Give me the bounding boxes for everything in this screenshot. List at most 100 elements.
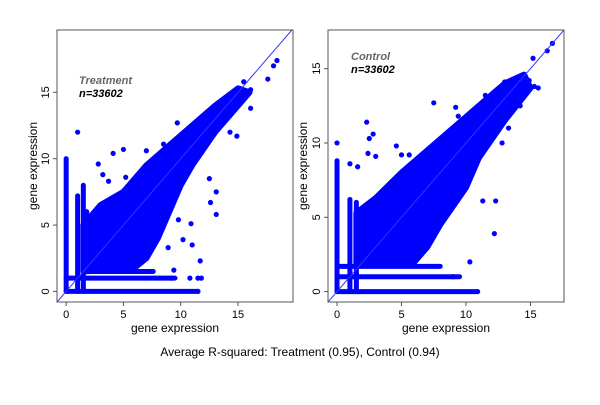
plot-frame	[56, 29, 294, 303]
x-tick-label: 0	[334, 309, 340, 321]
data-point	[355, 164, 361, 170]
data-point	[270, 63, 277, 69]
y-tick-label: 15	[311, 63, 323, 75]
data-point	[505, 125, 512, 131]
x-tick-label: 10	[175, 309, 187, 321]
x-tick-label: 5	[120, 309, 126, 321]
data-point	[347, 161, 353, 167]
x-tick-label: 15	[232, 309, 244, 321]
dense-point-cloud	[80, 85, 253, 275]
data-point	[187, 275, 193, 281]
data-point	[455, 113, 461, 119]
y-axis-label: gene expression	[296, 122, 310, 210]
data-point	[517, 103, 523, 109]
data-point	[544, 48, 550, 54]
data-point	[365, 150, 371, 156]
data-point	[197, 116, 203, 122]
data-point	[474, 288, 481, 295]
sample-size-label: n=33602	[79, 88, 123, 100]
data-point	[248, 105, 254, 111]
data-point	[213, 211, 219, 218]
data-point	[100, 172, 106, 178]
group-label: Control	[351, 51, 391, 63]
plot-area	[57, 30, 293, 302]
group-label: Treatment	[79, 75, 133, 87]
data-point	[526, 77, 532, 84]
data-point	[370, 131, 376, 137]
data-point	[274, 57, 280, 64]
data-point	[189, 242, 195, 248]
data-point	[123, 174, 129, 180]
data-point	[248, 87, 254, 93]
y-tick-label: 0	[311, 289, 323, 295]
x-axis-label: gene expression	[402, 321, 490, 335]
y-tick-label: 10	[311, 137, 323, 149]
control-panel: 0 5 10 15 0 5 10 15 gene expression gene expressi…	[296, 29, 565, 335]
data-point	[227, 129, 233, 135]
treatment-panel: 0 5 10 15 0 5 10 15 gene expression gene expressi…	[26, 29, 294, 335]
y-tick-label: 15	[40, 86, 52, 98]
data-point	[213, 189, 219, 195]
data-point	[398, 152, 405, 158]
data-point	[160, 141, 167, 147]
data-point	[366, 135, 372, 142]
data-point	[364, 119, 370, 125]
data-point	[334, 140, 340, 146]
footer-caption: Average R-squared: Treatment (0.95), Con…	[160, 345, 439, 359]
data-point	[431, 100, 437, 106]
data-point	[491, 231, 497, 237]
data-point	[502, 79, 508, 85]
data-point	[143, 148, 149, 154]
y-tick-label: 5	[311, 214, 323, 220]
data-point	[241, 79, 247, 85]
data-point	[206, 176, 212, 182]
plot-frame	[327, 29, 565, 303]
data-point	[373, 153, 379, 159]
data-point	[530, 55, 536, 61]
y-axis-label: gene expression	[26, 122, 40, 210]
data-point	[175, 217, 182, 223]
x-tick-label: 0	[63, 309, 69, 321]
reference-line	[57, 30, 293, 302]
data-point	[188, 221, 194, 227]
data-point	[393, 143, 399, 149]
data-point	[535, 85, 541, 91]
x-tick-label: 10	[460, 309, 472, 321]
data-point	[174, 120, 180, 126]
data-point	[453, 104, 459, 110]
data-point	[406, 152, 412, 158]
data-point	[120, 146, 127, 153]
data-point	[171, 267, 177, 273]
data-point	[207, 199, 214, 206]
data-point	[499, 140, 505, 146]
data-point	[197, 258, 203, 264]
data-point	[95, 161, 101, 167]
data-point	[467, 259, 473, 265]
data-point	[75, 129, 81, 135]
data-point	[450, 274, 456, 280]
data-point	[480, 198, 486, 204]
data-point	[168, 275, 175, 281]
y-tick-label: 5	[40, 222, 52, 228]
y-tick-label: 10	[40, 153, 52, 165]
data-point	[215, 107, 222, 113]
plot-area	[328, 30, 564, 302]
sample-size-label: n=33602	[351, 64, 395, 76]
reference-line	[328, 30, 564, 302]
data-point	[493, 198, 499, 204]
data-point	[105, 178, 112, 184]
data-point	[180, 237, 186, 243]
data-point	[265, 76, 271, 82]
data-point	[198, 275, 204, 281]
x-axis-label: gene expression	[131, 321, 219, 335]
data-point	[195, 288, 201, 294]
data-point	[482, 92, 488, 98]
data-point	[165, 245, 171, 251]
x-tick-label: 5	[398, 309, 404, 321]
data-point	[234, 133, 240, 139]
data-point	[110, 150, 116, 156]
y-tick-label: 0	[40, 288, 52, 294]
x-tick-label: 15	[524, 309, 536, 321]
